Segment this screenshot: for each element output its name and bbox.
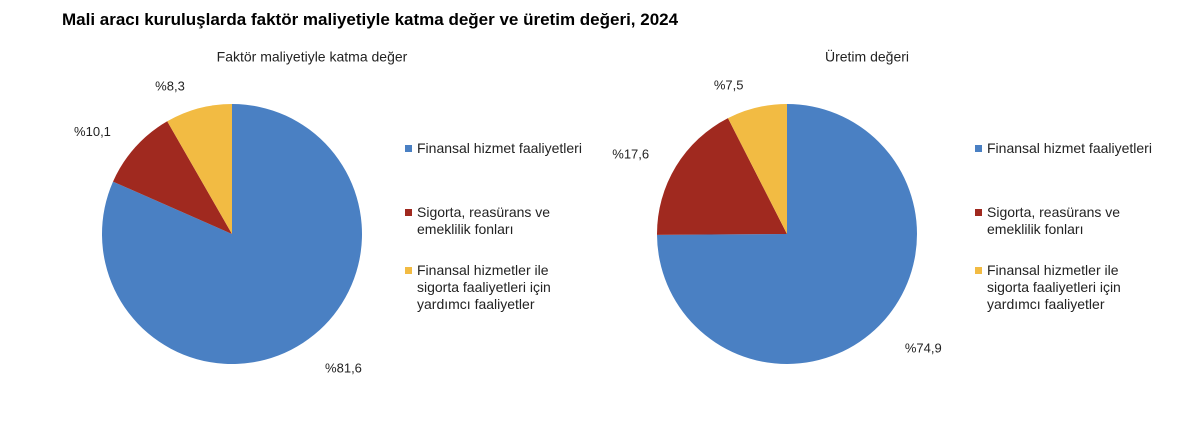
legend-item: Finansal hizmetler ile sigorta faaliyetl… bbox=[975, 262, 1162, 313]
data-label: %7,5 bbox=[714, 78, 744, 93]
data-label: %8,3 bbox=[155, 79, 185, 94]
pie-slice bbox=[167, 104, 232, 234]
legend-swatch bbox=[405, 267, 412, 274]
pie-slice bbox=[113, 121, 232, 234]
legend-item: Finansal hizmet faaliyetleri bbox=[975, 140, 1162, 157]
legend-label: Sigorta, reasürans ve emeklilik fonları bbox=[417, 204, 551, 237]
legend-item: Finansal hizmetler ile sigorta faaliyetl… bbox=[405, 262, 592, 313]
data-label: %81,6 bbox=[325, 361, 362, 376]
legend-label: Sigorta, reasürans ve emeklilik fonları bbox=[987, 204, 1121, 237]
legend-item: Sigorta, reasürans ve emeklilik fonları bbox=[975, 204, 1162, 238]
legend-swatch bbox=[975, 209, 982, 216]
legend-item: Finansal hizmet faaliyetleri bbox=[405, 140, 592, 157]
legend-label: Finansal hizmet faaliyetleri bbox=[987, 140, 1152, 156]
page-title: Mali aracı kuruluşlarda faktör maliyetiy… bbox=[62, 10, 679, 29]
legend-label: Finansal hizmetler ile sigorta faaliyetl… bbox=[987, 262, 1121, 312]
legend-label: Finansal hizmet faaliyetleri bbox=[417, 140, 582, 156]
data-label: %17,6 bbox=[612, 146, 649, 161]
legend-swatch bbox=[975, 145, 982, 152]
pie-slice bbox=[727, 104, 787, 234]
legend-item: Sigorta, reasürans ve emeklilik fonları bbox=[405, 204, 592, 238]
legend-swatch bbox=[405, 145, 412, 152]
chart-subtitle: Faktör maliyetiyle katma değer bbox=[217, 49, 408, 65]
pie-slice bbox=[657, 104, 917, 364]
chart-subtitle: Üretim değeri bbox=[825, 48, 909, 65]
legend-swatch bbox=[405, 209, 412, 216]
legend-swatch bbox=[975, 267, 982, 274]
legend-label: Finansal hizmetler ile sigorta faaliyetl… bbox=[417, 262, 551, 312]
pie-slice bbox=[657, 118, 787, 235]
data-label: %74,9 bbox=[905, 341, 942, 356]
data-label: %10,1 bbox=[74, 124, 111, 139]
